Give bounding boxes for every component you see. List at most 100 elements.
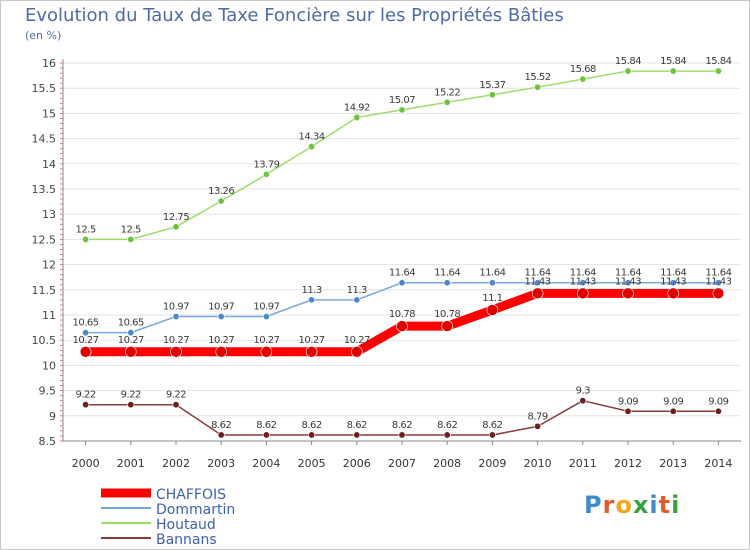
data-label-chaffois: 11.43 bbox=[705, 276, 731, 287]
y-tick-label: 11.5 bbox=[32, 284, 57, 297]
data-label-dommartin: 11.64 bbox=[434, 268, 460, 279]
data-label-dommartin: 11.64 bbox=[525, 268, 551, 279]
data-point-dommartin bbox=[669, 279, 677, 287]
logo-letter: P bbox=[584, 491, 603, 519]
data-label-bannans: 9.09 bbox=[663, 396, 683, 407]
y-tick-label: 15.5 bbox=[32, 82, 57, 95]
y-tick-label: 16 bbox=[42, 57, 56, 70]
data-point-dommartin bbox=[262, 313, 270, 321]
data-label-chaffois: 11.43 bbox=[525, 276, 551, 287]
data-label-bannans: 9.22 bbox=[166, 390, 186, 401]
data-point-houtaud bbox=[308, 143, 316, 151]
data-point-dommartin bbox=[398, 279, 406, 287]
chart-title: Evolution du Taux de Taxe Foncière sur l… bbox=[25, 5, 564, 26]
data-label-chaffois: 11.1 bbox=[482, 293, 502, 304]
x-tick-label: 2007 bbox=[388, 457, 416, 470]
y-tick-label: 13.5 bbox=[32, 183, 57, 196]
x-tick-label: 2014 bbox=[704, 457, 732, 470]
axis-layer: 8.5 9 9.5 10 10.5 11 11.5 12 12.5 13 13.5 14 14.5 15 1… bbox=[32, 57, 741, 470]
y-tick-label: 14.5 bbox=[32, 133, 57, 146]
data-point-chaffois bbox=[396, 320, 408, 332]
data-label-houtaud: 15.84 bbox=[615, 56, 641, 67]
data-label-houtaud: 12.5 bbox=[121, 224, 141, 235]
logo-letter: x bbox=[632, 491, 650, 519]
data-label-layer: 12.5 12.5 12.75 13.26 13.79 14.34 14.92 15.07 15… bbox=[73, 56, 733, 431]
data-label-dommartin: 11.3 bbox=[347, 285, 367, 296]
data-label-bannans: 8.62 bbox=[256, 420, 276, 431]
proxiti-logo: Proxiti bbox=[584, 491, 694, 525]
data-point-dommartin bbox=[579, 279, 587, 287]
data-point-houtaud bbox=[217, 197, 225, 205]
data-point-bannans bbox=[82, 401, 90, 409]
data-label-dommartin: 10.65 bbox=[73, 318, 99, 329]
data-label-dommartin: 10.97 bbox=[163, 302, 189, 313]
data-label-houtaud: 15.22 bbox=[434, 87, 460, 98]
y-tick-label: 12.5 bbox=[32, 233, 57, 246]
data-point-chaffois bbox=[486, 304, 499, 316]
data-label-dommartin: 10.65 bbox=[118, 318, 144, 329]
data-label-bannans: 8.79 bbox=[527, 411, 547, 422]
data-label-bannans: 9.22 bbox=[121, 390, 141, 401]
data-point-houtaud bbox=[624, 67, 632, 75]
x-tick-label: 2000 bbox=[72, 457, 100, 470]
data-point-chaffois bbox=[170, 345, 182, 358]
data-point-dommartin bbox=[624, 279, 632, 287]
data-point-dommartin bbox=[534, 279, 542, 287]
data-point-bannans bbox=[579, 397, 587, 405]
data-point-houtaud bbox=[398, 106, 406, 114]
data-point-chaffois bbox=[712, 287, 725, 300]
data-label-bannans: 9.09 bbox=[618, 396, 638, 407]
data-point-dommartin bbox=[127, 329, 135, 337]
data-label-chaffois: 11.43 bbox=[570, 276, 596, 287]
data-point-houtaud bbox=[262, 170, 270, 178]
x-tick-label: 2011 bbox=[569, 457, 597, 470]
data-label-bannans: 9.3 bbox=[576, 386, 591, 397]
data-point-houtaud bbox=[127, 235, 135, 243]
data-label-chaffois: 10.27 bbox=[253, 335, 279, 346]
data-point-bannans bbox=[534, 422, 542, 430]
data-label-houtaud: 14.34 bbox=[299, 132, 325, 143]
data-label-houtaud: 15.52 bbox=[525, 72, 551, 83]
data-label-houtaud: 12.5 bbox=[75, 224, 95, 235]
data-label-chaffois: 10.27 bbox=[208, 335, 234, 346]
y-tick-label: 14 bbox=[42, 158, 56, 171]
data-label-houtaud: 13.79 bbox=[253, 159, 279, 170]
data-label-bannans: 8.62 bbox=[301, 420, 321, 431]
y-tick-label: 9.5 bbox=[39, 385, 57, 398]
data-point-bannans bbox=[353, 431, 361, 439]
logo-letter: o bbox=[615, 491, 633, 519]
x-tick-label: 2002 bbox=[162, 457, 190, 470]
data-point-houtaud bbox=[82, 235, 90, 243]
legend-label-bannans: Bannans bbox=[156, 532, 217, 548]
data-label-houtaud: 12.75 bbox=[163, 212, 189, 223]
data-label-bannans: 8.62 bbox=[392, 420, 412, 431]
logo-letter: r bbox=[602, 491, 616, 519]
data-point-chaffois bbox=[667, 287, 680, 300]
data-label-dommartin: 11.64 bbox=[570, 268, 596, 279]
x-tick-label: 2005 bbox=[298, 457, 326, 470]
data-label-chaffois: 11.43 bbox=[615, 276, 641, 287]
data-label-dommartin: 11.64 bbox=[615, 268, 641, 279]
x-tick-label: 2010 bbox=[524, 457, 552, 470]
data-point-chaffois bbox=[576, 287, 589, 300]
data-label-houtaud: 15.68 bbox=[570, 64, 596, 75]
y-tick-label: 13 bbox=[42, 208, 56, 221]
data-point-dommartin bbox=[172, 313, 180, 321]
data-point-bannans bbox=[127, 401, 135, 409]
grid-layer bbox=[63, 62, 741, 417]
data-label-dommartin: 11.3 bbox=[301, 285, 321, 296]
x-tick-label: 2004 bbox=[252, 457, 280, 470]
data-point-chaffois bbox=[350, 345, 363, 358]
data-point-chaffois bbox=[260, 345, 273, 358]
data-label-bannans: 9.09 bbox=[708, 396, 728, 407]
data-label-bannans: 8.62 bbox=[211, 420, 231, 431]
data-point-dommartin bbox=[308, 296, 316, 304]
data-label-dommartin: 10.97 bbox=[253, 302, 279, 313]
x-tick-label: 2008 bbox=[433, 457, 461, 470]
data-point-dommartin bbox=[82, 329, 90, 337]
data-point-bannans bbox=[669, 407, 677, 415]
data-point-bannans bbox=[172, 401, 180, 409]
